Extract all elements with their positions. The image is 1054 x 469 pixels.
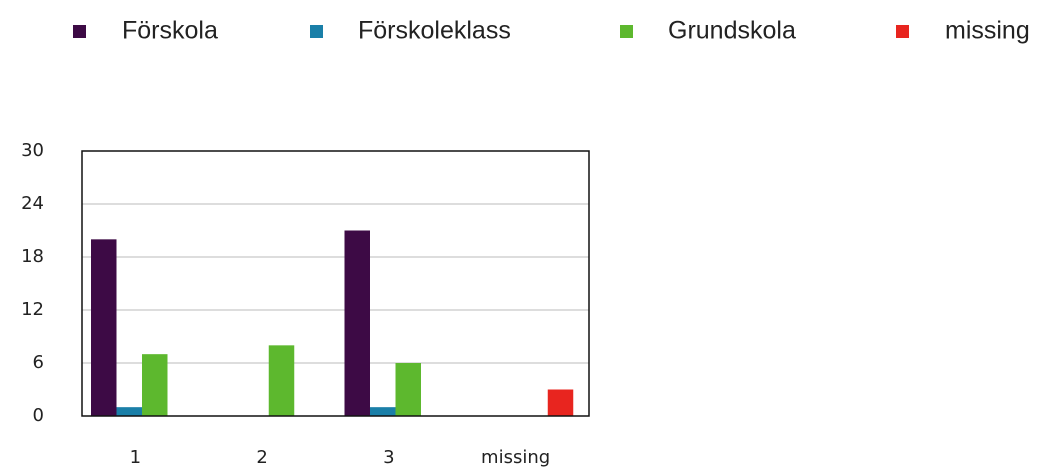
y-tick-label: 0 bbox=[33, 405, 44, 426]
bar bbox=[395, 363, 421, 416]
legend-swatch bbox=[896, 25, 909, 38]
y-tick-label: 30 bbox=[21, 140, 44, 161]
plot-frame bbox=[81, 150, 590, 417]
y-tick-label: 6 bbox=[33, 352, 44, 373]
y-tick-label: 12 bbox=[21, 299, 44, 320]
legend-swatch bbox=[310, 25, 323, 38]
bar bbox=[91, 239, 117, 416]
legend-swatch bbox=[73, 25, 86, 38]
bar bbox=[142, 354, 168, 416]
bar bbox=[268, 345, 295, 416]
legend-label: missing bbox=[945, 17, 1030, 45]
bar bbox=[116, 407, 142, 416]
bar bbox=[344, 230, 370, 416]
y-tick-label: 24 bbox=[21, 193, 44, 214]
bar bbox=[370, 407, 396, 416]
x-tick-label: 2 bbox=[256, 447, 267, 468]
x-tick-label: 1 bbox=[130, 447, 141, 468]
legend-label: Förskola bbox=[122, 17, 218, 45]
bar bbox=[547, 389, 574, 416]
legend-swatch bbox=[620, 25, 633, 38]
x-tick-label: missing bbox=[481, 447, 550, 468]
y-tick-label: 18 bbox=[21, 246, 44, 267]
legend-label: Förskoleklass bbox=[358, 17, 511, 45]
legend-label: Grundskola bbox=[668, 17, 796, 45]
x-tick-label: 3 bbox=[383, 447, 394, 468]
